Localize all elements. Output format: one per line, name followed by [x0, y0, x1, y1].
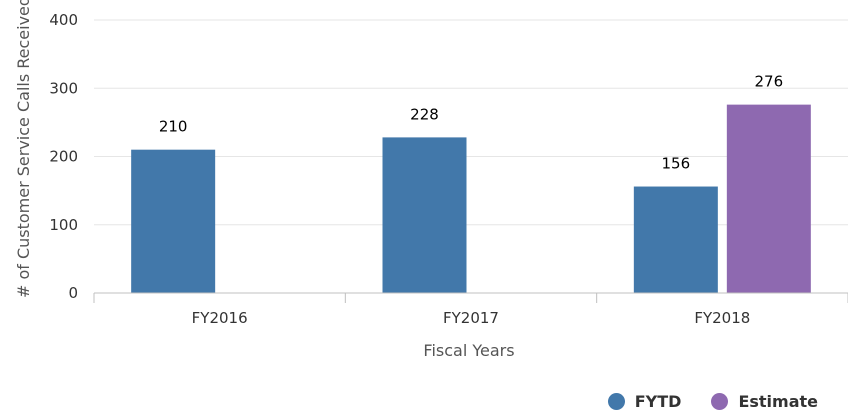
y-tick-label: 100	[49, 216, 78, 234]
legend-label-fytd: FYTD	[634, 392, 682, 411]
x-tick-label: FY2018	[694, 309, 750, 327]
y-tick-label: 200	[49, 148, 78, 166]
x-tick-label: FY2016	[192, 309, 248, 327]
legend: FYTD Estimate	[607, 392, 818, 411]
y-axis-ticks: 0 100 200 300 400	[49, 11, 78, 302]
data-label: 228	[410, 105, 439, 123]
bar-estimate-fy2018[interactable]	[726, 104, 811, 293]
x-tick-label: FY2017	[443, 309, 499, 327]
legend-item-estimate[interactable]: Estimate	[711, 392, 818, 411]
legend-swatch-estimate	[711, 393, 729, 410]
legend-item-fytd[interactable]: FYTD	[607, 392, 682, 411]
legend-label-estimate: Estimate	[738, 392, 818, 411]
x-axis: FY2016 FY2017 FY2018	[93, 292, 848, 327]
x-axis-title: Fiscal Years	[423, 341, 514, 360]
data-label: 210	[159, 118, 188, 136]
bars: 210 228 156 276	[131, 73, 811, 293]
bar-fytd-fy2018[interactable]	[633, 186, 718, 293]
data-label: 276	[755, 73, 784, 91]
y-tick-label: 300	[49, 79, 78, 97]
y-tick-label: 400	[49, 11, 78, 29]
bar-fytd-fy2017[interactable]	[382, 137, 467, 293]
y-axis-title: # of Customer Service Calls Received	[14, 0, 33, 298]
data-label: 156	[662, 155, 691, 173]
y-tick-label: 0	[68, 284, 78, 302]
gridlines	[94, 19, 848, 226]
bar-fytd-fy2016[interactable]	[131, 149, 216, 293]
legend-swatch-fytd	[607, 393, 625, 410]
